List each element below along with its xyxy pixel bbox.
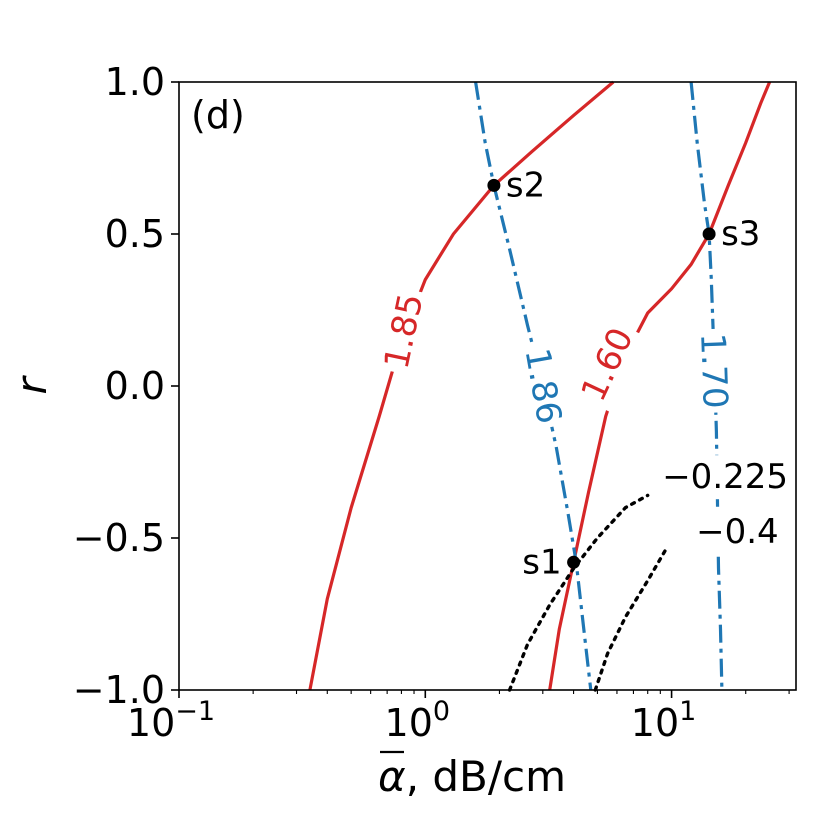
point-s1 bbox=[567, 555, 581, 569]
y-tick-label-1: 0.5 bbox=[105, 212, 165, 256]
contour-label-background bbox=[690, 328, 737, 414]
contour-label-4: −0.225 bbox=[658, 455, 793, 500]
y-tick-label-3: −0.5 bbox=[73, 516, 165, 560]
point-label-s2: s2 bbox=[506, 165, 545, 205]
point-s2 bbox=[487, 178, 501, 192]
x-axis-unit: , dB/cm bbox=[406, 752, 566, 801]
contour-label-text: 1.70 bbox=[692, 332, 735, 409]
contour-label-text: 1.85 bbox=[377, 290, 432, 372]
contour-label-2: 1.86 bbox=[513, 340, 572, 432]
x-axis-symbol: α bbox=[378, 752, 406, 801]
y-axis-label: r bbox=[7, 375, 56, 395]
tick-layer: 1.0 0.5 0.0 −0.5 −1.010−1 100 101 bbox=[73, 60, 790, 745]
x-tick-label-0: 10−1 bbox=[127, 696, 215, 745]
contour-label-5: −0.4 bbox=[692, 509, 783, 554]
contour-label-background bbox=[569, 317, 646, 412]
point-s3 bbox=[702, 227, 716, 241]
panel-label: (d) bbox=[191, 93, 245, 137]
y-tick-label-0: 1.0 bbox=[105, 60, 165, 104]
contour-label-text: −0.4 bbox=[696, 512, 779, 552]
point-label-s3: s3 bbox=[721, 214, 760, 254]
svg-text:α, dB/cm: α, dB/cm bbox=[378, 752, 566, 801]
y-tick-label-4: −1.0 bbox=[73, 668, 165, 712]
contour-line-1 bbox=[548, 81, 772, 691]
y-tick-label-2: 0.0 bbox=[105, 364, 165, 408]
contour-label-text: −0.225 bbox=[662, 457, 788, 497]
x-tick-label-2: 101 bbox=[631, 696, 697, 745]
contour-line-0 bbox=[308, 80, 615, 691]
contour-label-background bbox=[692, 509, 783, 554]
x-axis-label: α, dB/cm bbox=[378, 750, 566, 801]
contour-label-background bbox=[373, 285, 435, 377]
x-tick-label-1: 100 bbox=[385, 696, 451, 745]
contour-label-1: 1.60 bbox=[569, 317, 646, 412]
contour-label-3: 1.70 bbox=[690, 328, 737, 414]
point-label-s1: s1 bbox=[522, 542, 561, 582]
contour-label-background bbox=[658, 455, 793, 500]
point-layer: s1 s2 s3 bbox=[487, 165, 760, 582]
contour-label-0: 1.85 bbox=[373, 285, 435, 377]
contour-label-background bbox=[513, 340, 572, 432]
contour-line-5 bbox=[593, 545, 669, 692]
contour-label-text: 1.86 bbox=[517, 345, 570, 426]
